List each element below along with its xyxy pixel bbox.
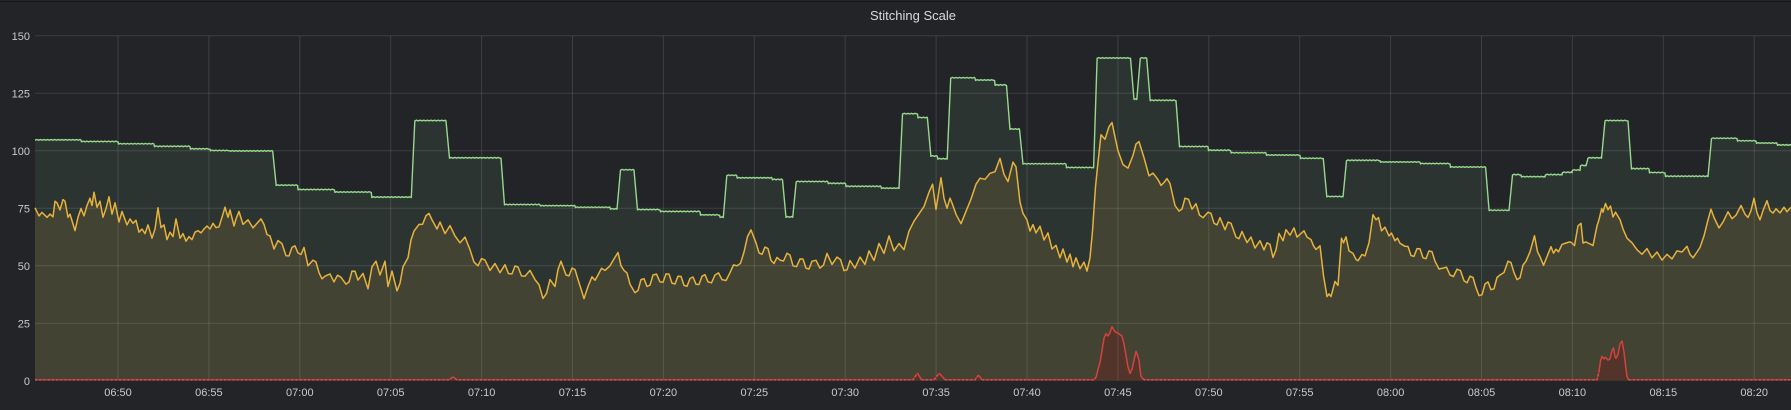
svg-text:06:55: 06:55 [195, 387, 223, 399]
svg-text:08:00: 08:00 [1377, 387, 1405, 399]
svg-text:07:25: 07:25 [741, 387, 769, 399]
svg-text:07:30: 07:30 [831, 387, 859, 399]
svg-text:07:50: 07:50 [1195, 387, 1223, 399]
svg-text:07:20: 07:20 [650, 387, 678, 399]
svg-text:08:10: 08:10 [1559, 387, 1587, 399]
svg-text:08:20: 08:20 [1740, 387, 1768, 399]
svg-text:07:55: 07:55 [1286, 387, 1314, 399]
svg-text:150: 150 [12, 31, 30, 43]
svg-text:08:05: 08:05 [1468, 387, 1496, 399]
svg-text:07:35: 07:35 [922, 387, 950, 399]
svg-text:50: 50 [18, 261, 30, 273]
svg-text:07:05: 07:05 [377, 387, 405, 399]
svg-text:100: 100 [12, 146, 30, 158]
svg-text:07:00: 07:00 [286, 387, 314, 399]
svg-text:07:40: 07:40 [1013, 387, 1041, 399]
svg-text:07:15: 07:15 [559, 387, 587, 399]
svg-text:125: 125 [12, 88, 30, 100]
svg-text:Stitching Scale: Stitching Scale [870, 8, 956, 23]
svg-text:07:10: 07:10 [468, 387, 496, 399]
svg-text:75: 75 [18, 203, 30, 215]
svg-text:0: 0 [24, 376, 30, 388]
svg-text:25: 25 [18, 318, 30, 330]
svg-text:06:50: 06:50 [104, 387, 132, 399]
svg-text:08:15: 08:15 [1650, 387, 1678, 399]
svg-text:07:45: 07:45 [1104, 387, 1132, 399]
